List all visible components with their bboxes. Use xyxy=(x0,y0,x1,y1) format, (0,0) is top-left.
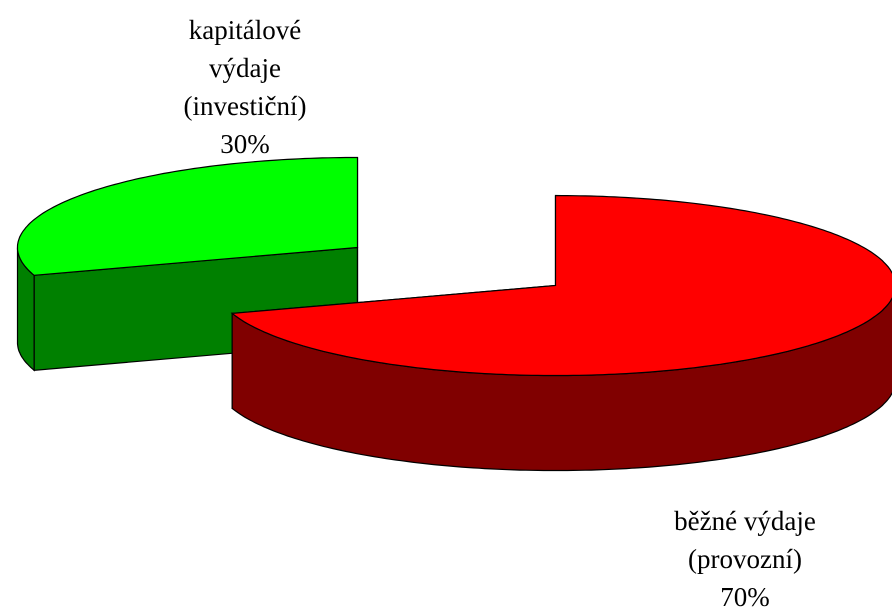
value-label: 70% xyxy=(720,582,770,612)
slice xyxy=(16,156,359,276)
category-label: kapitálové výdaje (investiční) xyxy=(183,15,307,121)
category-label: běžné výdaje (provozní) xyxy=(674,506,816,574)
slice-label: běžné výdaje (provozní) 70% xyxy=(630,502,860,616)
slice-label: kapitálové výdaje (investiční) 30% xyxy=(160,11,330,163)
slice xyxy=(230,194,892,377)
value-label: 30% xyxy=(220,129,270,159)
